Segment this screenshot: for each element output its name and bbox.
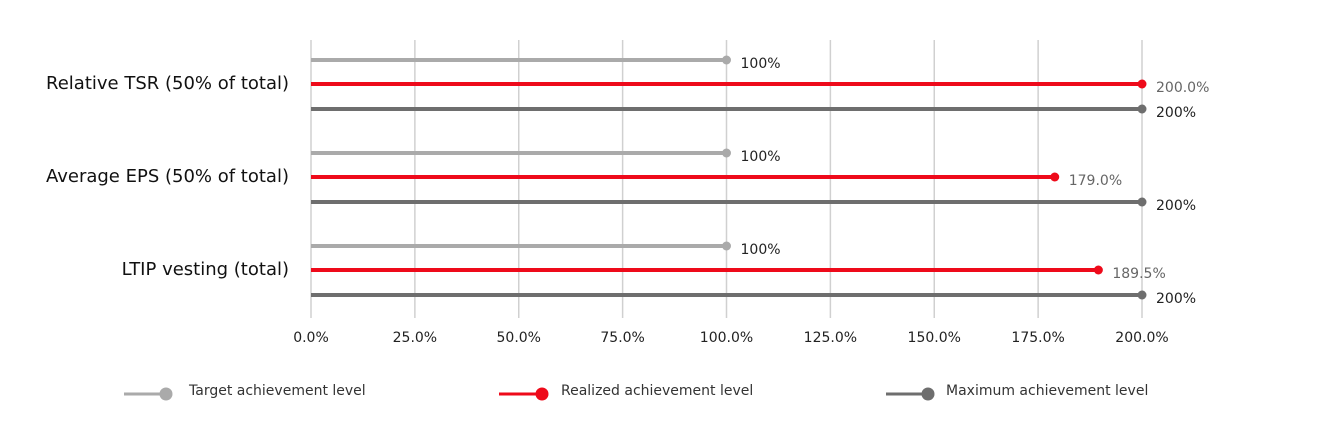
- dot: [1137, 197, 1147, 207]
- legend-label: Target achievement level: [188, 383, 366, 399]
- dot: [722, 148, 731, 158]
- legend-label: Maximum achievement level: [946, 383, 1148, 399]
- x-tick-label: 150.0%: [908, 330, 961, 346]
- dot: [1137, 79, 1147, 89]
- value-label: 179.0%: [1069, 173, 1122, 189]
- legend-dot: [921, 387, 935, 401]
- value-label: 100%: [741, 56, 781, 72]
- value-label: 200.0%: [1156, 80, 1209, 96]
- legend-dot: [535, 387, 549, 401]
- dot: [1137, 290, 1147, 300]
- x-tick-label: 50.0%: [497, 330, 541, 346]
- dot: [1093, 265, 1103, 275]
- value-label: 189.5%: [1112, 266, 1165, 282]
- dot: [722, 241, 731, 251]
- category-label: Average EPS (50% of total): [46, 166, 289, 187]
- x-tick-label: 0.0%: [293, 330, 329, 346]
- x-tick-label: 25.0%: [393, 330, 437, 346]
- dot: [1050, 172, 1060, 182]
- value-label: 200%: [1156, 105, 1196, 121]
- dot: [1137, 104, 1147, 114]
- dot: [722, 55, 731, 65]
- value-label: 200%: [1156, 291, 1196, 307]
- value-label: 200%: [1156, 198, 1196, 214]
- category-label: Relative TSR (50% of total): [46, 73, 289, 94]
- x-tick-label: 125.0%: [804, 330, 857, 346]
- x-tick-label: 200.0%: [1115, 330, 1168, 346]
- x-tick-label: 75.0%: [600, 330, 644, 346]
- category-label: LTIP vesting (total): [122, 259, 289, 280]
- x-tick-label: 175.0%: [1011, 330, 1064, 346]
- legend-dot: [159, 387, 173, 401]
- legend-label: Realized achievement level: [561, 383, 753, 399]
- value-label: 100%: [741, 242, 781, 258]
- x-tick-label: 100.0%: [700, 330, 753, 346]
- value-label: 100%: [741, 149, 781, 165]
